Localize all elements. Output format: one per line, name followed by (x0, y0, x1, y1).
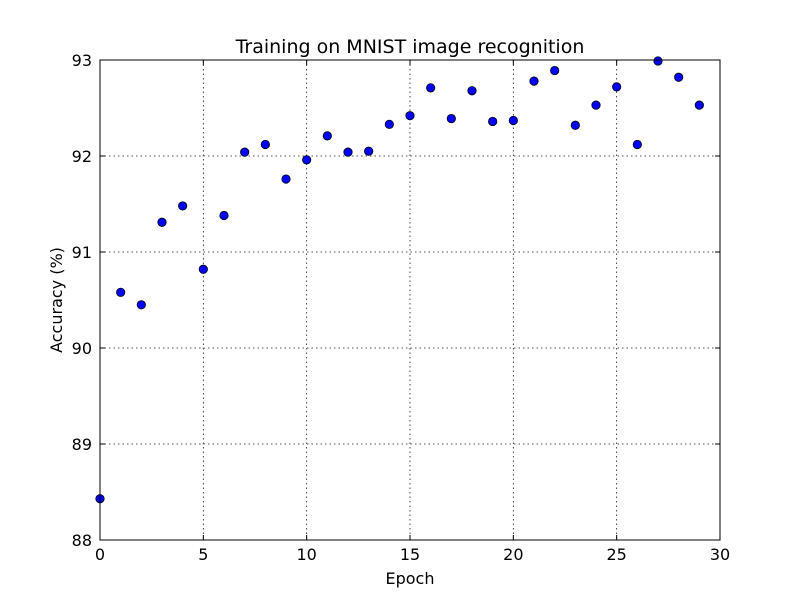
data-point (467, 86, 477, 96)
data-point (136, 300, 146, 310)
x-tick-label: 10 (296, 545, 316, 564)
data-point (364, 146, 374, 156)
y-tick-label: 93 (72, 51, 92, 70)
data-point (591, 100, 601, 110)
y-tick-label: 90 (72, 339, 92, 358)
data-point (488, 116, 498, 127)
data-point (260, 139, 270, 150)
x-tick-label: 0 (95, 545, 105, 564)
x-tick-label: 25 (606, 545, 626, 564)
y-tick-label: 89 (72, 435, 92, 454)
data-point (178, 201, 188, 211)
y-tick-label: 88 (72, 531, 92, 550)
data-point (219, 210, 229, 221)
data-point (674, 72, 684, 82)
x-tick-label: 30 (710, 545, 730, 564)
data-point (550, 65, 560, 76)
y-tick-label: 91 (72, 243, 92, 262)
data-point (694, 100, 704, 110)
chart-title: Training on MNIST image recognition (235, 36, 585, 58)
data-point (653, 56, 663, 66)
data-point (529, 76, 539, 86)
data-point (281, 174, 291, 184)
y-tick-label: 92 (72, 147, 92, 166)
data-point (632, 139, 642, 150)
x-axis-label: Epoch (386, 569, 435, 588)
data-point (384, 119, 394, 129)
x-tick-label: 5 (198, 545, 208, 564)
y-axis-label: Accuracy (%) (47, 247, 66, 353)
data-point (116, 287, 126, 297)
data-point (508, 115, 518, 126)
plot-frame (99, 59, 721, 541)
data-point (157, 217, 167, 227)
data-point (240, 147, 250, 157)
data-point (343, 147, 353, 157)
axis-ticks: 0 5 10 15 20 25 30 88 89 90 91 92 93 (72, 51, 731, 564)
data-points (95, 56, 704, 504)
x-tick-label: 20 (503, 545, 523, 564)
data-point (446, 113, 456, 124)
x-tick-label: 15 (400, 545, 420, 564)
data-point (405, 111, 415, 121)
data-point (570, 120, 580, 130)
data-point (612, 82, 622, 92)
data-point (198, 264, 208, 274)
data-point (426, 83, 436, 93)
grid (100, 60, 720, 540)
data-point (302, 155, 312, 165)
data-point (322, 131, 332, 141)
